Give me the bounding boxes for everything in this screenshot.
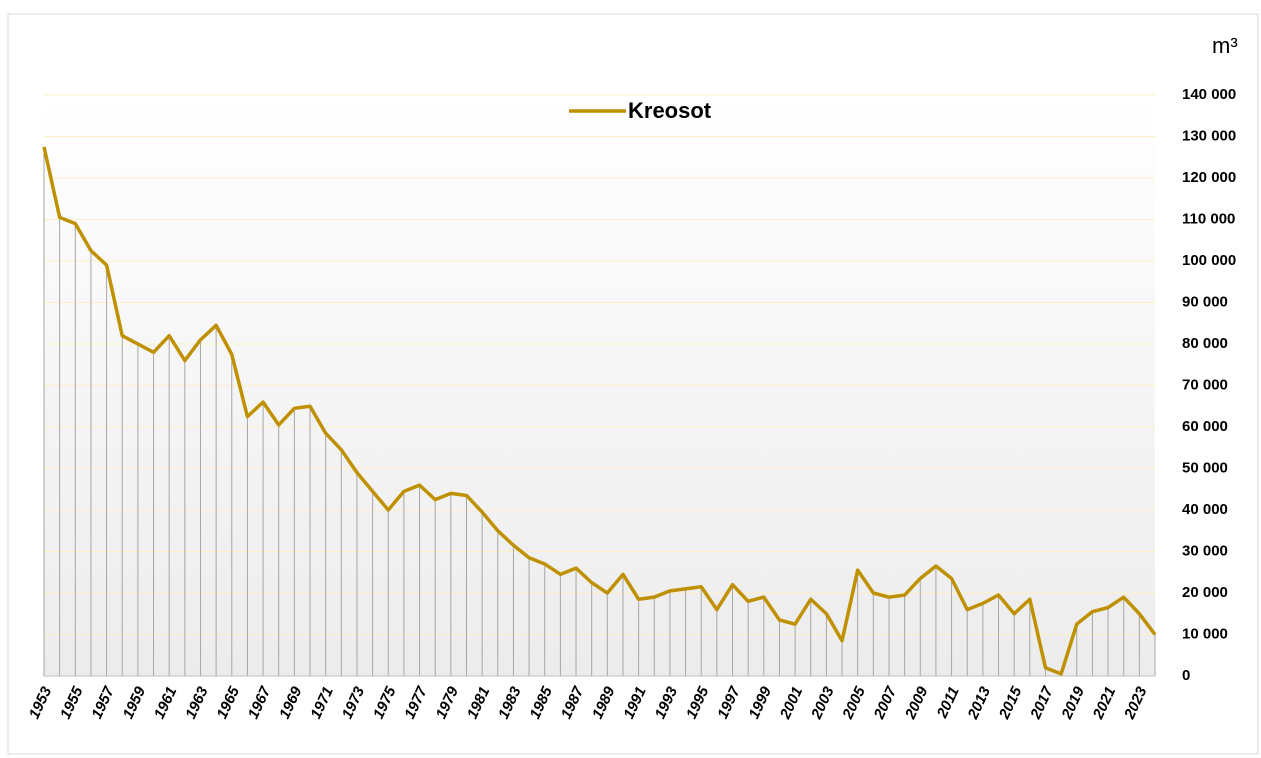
y-tick-label: 80 000: [1182, 335, 1228, 352]
y-tick-label: 0: [1182, 667, 1190, 684]
y-tick-label: 120 000: [1182, 169, 1236, 186]
y-tick-label: 140 000: [1182, 86, 1236, 103]
y-tick-label: 130 000: [1182, 127, 1236, 144]
y-tick-label: 110 000: [1182, 210, 1235, 227]
y-tick-label: 70 000: [1182, 376, 1228, 393]
y-tick-label: 40 000: [1182, 501, 1228, 518]
data-line: [42, 146, 1157, 676]
y-tick-label: 90 000: [1182, 293, 1228, 310]
y-tick-label: 100 000: [1182, 252, 1236, 269]
y-tick-label: 60 000: [1182, 418, 1228, 435]
y-tick-label: 50 000: [1182, 459, 1228, 476]
y-axis-label: m³: [1212, 33, 1238, 58]
y-tick-label: 20 000: [1182, 584, 1228, 601]
y-tick-label: 10 000: [1182, 625, 1228, 642]
y-tick-label: 30 000: [1182, 542, 1228, 559]
legend-label: Kreosot: [628, 98, 712, 123]
